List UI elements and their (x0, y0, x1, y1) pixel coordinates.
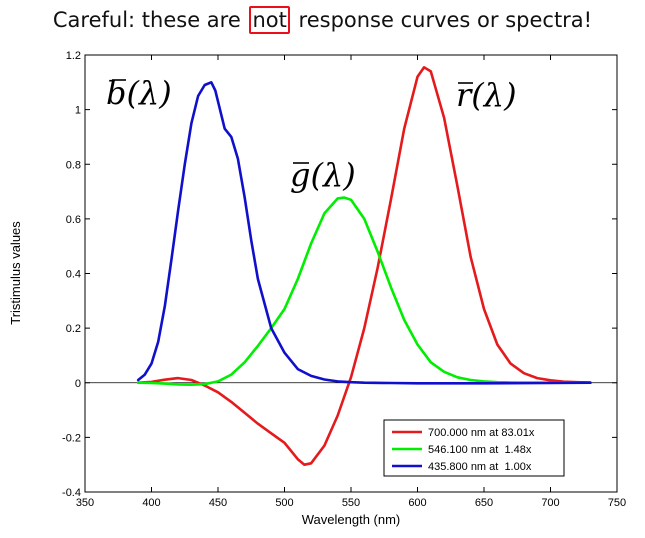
x-tick-label: 750 (608, 497, 626, 509)
x-tick-label: 600 (408, 497, 426, 509)
x-tick-label: 650 (475, 497, 493, 509)
title-text-before: Careful: these are (52, 8, 248, 32)
x-tick-label: 700 (541, 497, 559, 509)
plot-frame (84, 54, 618, 493)
tick-group: 350 400 450 500 550 600 650 700 750 -0.4 -0.2 0 0.2 0… (62, 50, 626, 509)
x-axis-label: Wavelength (nm) (302, 512, 401, 527)
x-tick-label: 500 (275, 497, 293, 509)
slide-title: Careful: these are not response curves o… (0, 6, 645, 34)
x-tick-label: 550 (342, 497, 360, 509)
y-tick-label: 0.2 (66, 323, 81, 335)
y-tick-label: 0.4 (66, 269, 81, 281)
y-tick-label: -0.4 (62, 487, 81, 499)
legend: 700.000 nm at 83.01x 546.100 nm at 1.48x 4… (383, 419, 565, 477)
series-line-b (136, 81, 592, 385)
y-tick-label: -0.2 (62, 432, 81, 444)
legend-label-r: 700.000 nm at 83.01x (428, 427, 535, 439)
y-tick-label: 0.6 (66, 214, 81, 226)
legend-label-g: 546.100 nm at 1.48x (428, 444, 532, 456)
title-text-after: response curves or spectra! (291, 8, 593, 32)
curve-label-r: r(λ) (456, 76, 517, 114)
legend-label-b: 435.800 nm at 1.00x (428, 461, 532, 473)
curve-label-b: b(λ) (106, 74, 172, 112)
x-tick-label: 350 (76, 497, 94, 509)
y-tick-label: 0 (75, 378, 81, 390)
svg-text:r(λ): r(λ) (456, 76, 517, 114)
plot-area (85, 55, 617, 492)
y-axis-label: Tristimulus values (8, 221, 23, 325)
series-line-r (136, 66, 592, 467)
y-tick-label: 1 (75, 105, 81, 117)
title-highlight-not: not (249, 6, 290, 34)
curve-label-g: g(λ) (290, 156, 356, 194)
x-tick-label: 400 (142, 497, 160, 509)
x-tick-label: 450 (209, 497, 227, 509)
svg-text:g(λ): g(λ) (290, 156, 356, 194)
series-group (136, 66, 592, 467)
y-tick-label: 0.8 (66, 159, 81, 171)
y-tick-label: 1.2 (66, 50, 81, 62)
